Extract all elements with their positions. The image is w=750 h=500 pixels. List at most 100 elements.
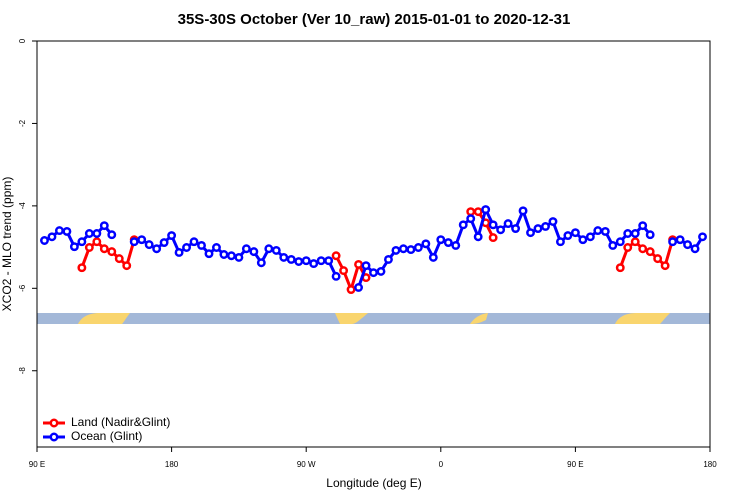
data-point [690, 244, 700, 254]
legend-marker [49, 432, 59, 442]
data-point [69, 242, 79, 252]
data-point [436, 235, 446, 245]
data-point [84, 229, 94, 238]
data-point [488, 233, 498, 243]
data-point [249, 247, 259, 257]
data-point [376, 266, 386, 276]
data-point [488, 220, 498, 230]
data-point [608, 240, 618, 250]
data-point [226, 251, 236, 261]
data-point [286, 255, 296, 264]
data-point [189, 237, 199, 247]
y-axis-label: XCO2 - MLO trend (ppm) [0, 177, 14, 312]
data-point [219, 250, 229, 259]
data-point [40, 236, 49, 245]
data-point [458, 220, 468, 230]
data-point [241, 244, 251, 254]
land-patch [335, 313, 368, 324]
data-point [518, 206, 528, 216]
land-mask [37, 313, 710, 324]
data-point [331, 251, 341, 261]
x-tick-label: 180 [165, 460, 179, 469]
data-point [167, 231, 177, 241]
data-point [107, 247, 117, 257]
data-point [279, 252, 289, 262]
data-point [47, 232, 57, 242]
data-point [99, 221, 109, 231]
data-point [421, 239, 431, 249]
data-point [331, 271, 341, 281]
legend-marker [49, 418, 59, 428]
legend-label: Land (Nadir&Glint) [71, 415, 170, 429]
x-tick-label: 0 [439, 460, 444, 469]
data-point [563, 231, 573, 241]
x-tick-label: 90 W [297, 460, 316, 469]
data-point [294, 257, 304, 266]
data-point [466, 214, 476, 224]
data-point [324, 256, 334, 266]
data-point [645, 230, 655, 240]
data-point [675, 235, 685, 245]
data-point [683, 240, 693, 250]
data-point [129, 237, 139, 247]
data-point [62, 226, 72, 236]
data-point [354, 283, 363, 292]
data-point [182, 243, 192, 252]
data-point [466, 207, 476, 217]
data-point [481, 205, 491, 215]
data-point [600, 226, 610, 236]
y-tick-label: -4 [18, 202, 27, 210]
data-point [271, 245, 281, 255]
data-point [638, 244, 648, 254]
data-point [197, 240, 206, 250]
data-point [623, 229, 633, 238]
y-tick-label: -6 [18, 284, 27, 292]
data-point [137, 235, 147, 245]
data-point [593, 226, 603, 236]
data-point [99, 244, 109, 254]
data-point [451, 240, 461, 250]
x-tick-label: 90 E [29, 460, 45, 469]
data-point [615, 237, 625, 247]
data-point [346, 285, 356, 294]
data-point [623, 243, 633, 252]
data-point [428, 252, 438, 262]
data-point [174, 247, 184, 257]
data-point [122, 261, 132, 271]
data-point [361, 261, 371, 271]
data-point [144, 240, 154, 250]
legend-label: Ocean (Glint) [71, 429, 142, 443]
data-point [398, 244, 408, 254]
data-point [473, 207, 483, 217]
data-point [264, 244, 274, 254]
data-point [212, 243, 221, 252]
y-tick-label: 0 [18, 38, 27, 43]
data-point [92, 229, 102, 238]
data-point [511, 224, 521, 233]
land-patch [615, 313, 670, 324]
data-point [92, 237, 102, 247]
series-line [43, 223, 113, 249]
data-point [526, 228, 535, 238]
data-point [234, 252, 244, 262]
data-point [630, 237, 640, 247]
data-point [473, 232, 483, 242]
data-point [660, 261, 670, 271]
data-point [114, 254, 124, 264]
data-point [638, 221, 648, 231]
y-tick-label: -2 [18, 119, 27, 127]
plot-frame [36, 40, 711, 448]
data-point [496, 225, 506, 235]
data-point [301, 256, 311, 266]
data-point [533, 224, 543, 233]
data-point [698, 232, 707, 242]
x-tick-label: 90 E [567, 460, 583, 469]
data-point [54, 226, 64, 236]
data-point [152, 244, 162, 254]
data-point [541, 222, 550, 231]
data-point [384, 255, 393, 264]
data-point [77, 263, 87, 273]
data-point [585, 232, 595, 242]
series [77, 207, 678, 295]
